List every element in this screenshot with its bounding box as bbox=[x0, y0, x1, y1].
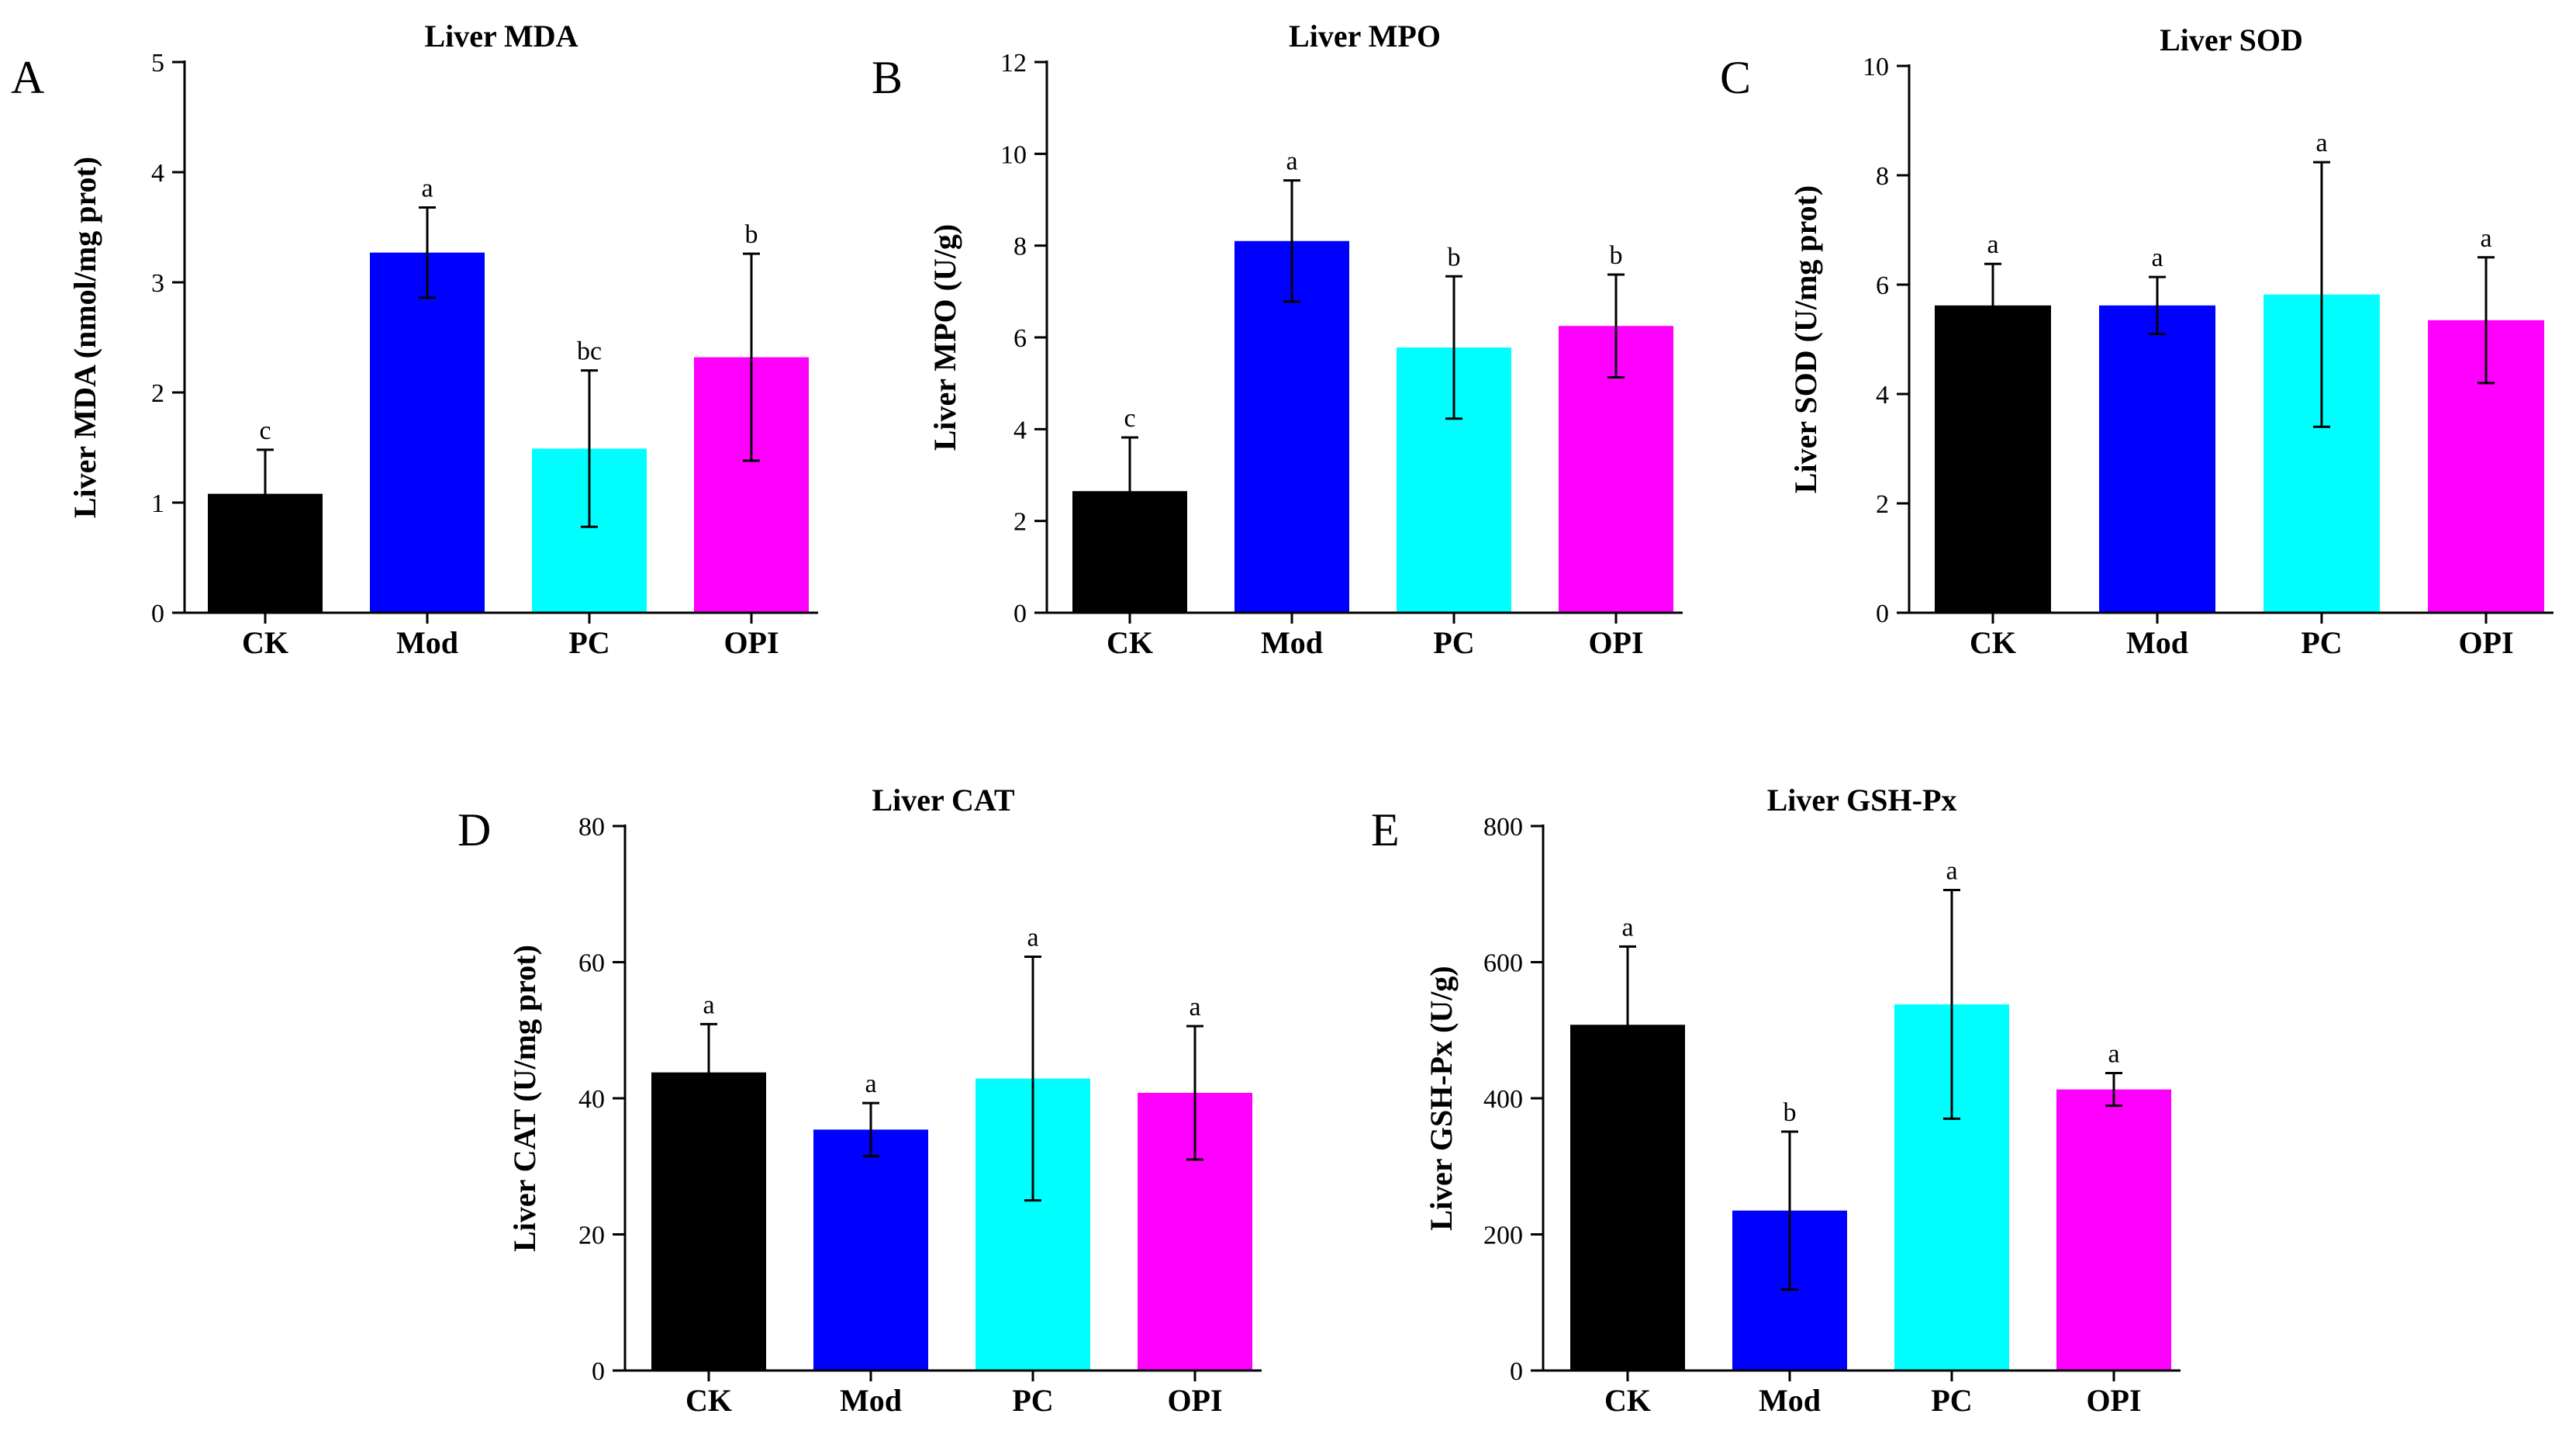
x-tick-label-opi: OPI bbox=[1167, 1383, 1222, 1418]
panel-letter: E bbox=[1371, 804, 1400, 856]
y-axis-label: Liver GSH-Px (U/g) bbox=[1424, 966, 1459, 1230]
significance-label: c bbox=[1124, 404, 1135, 433]
y-tick-label: 6 bbox=[1013, 324, 1027, 353]
y-tick-label: 5 bbox=[151, 49, 164, 78]
y-tick-label: 0 bbox=[592, 1357, 605, 1386]
chart-title: Liver SOD bbox=[2160, 22, 2303, 57]
chart-title: Liver CAT bbox=[872, 783, 1014, 818]
panel-d: a a a a 0 20 40 60 80 CK Mod PC OPI Liver CAT Liver CA… bbox=[458, 783, 1262, 1418]
panel-letter: C bbox=[1720, 52, 1751, 103]
x-tick-label-mod: Mod bbox=[396, 625, 458, 660]
y-tick-label: 600 bbox=[1483, 949, 1523, 978]
significance-label: b bbox=[1448, 243, 1461, 271]
significance-label: a bbox=[1027, 923, 1038, 952]
y-axis-label: Liver CAT (U/mg prot) bbox=[507, 945, 542, 1252]
bar-mod bbox=[1234, 240, 1349, 613]
y-tick-label: 80 bbox=[578, 813, 605, 842]
y-tick-label: 6 bbox=[1876, 271, 1889, 300]
significance-label: bc bbox=[577, 337, 602, 366]
y-tick-label: 20 bbox=[578, 1222, 605, 1250]
significance-label: a bbox=[1621, 913, 1633, 942]
x-tick-label-ck: CK bbox=[685, 1383, 732, 1418]
y-tick-label: 40 bbox=[578, 1085, 605, 1114]
significance-label: a bbox=[2108, 1040, 2119, 1069]
y-tick-label: 2 bbox=[1876, 490, 1889, 519]
x-tick-label-pc: PC bbox=[1433, 625, 1474, 660]
significance-label: a bbox=[2315, 129, 2327, 157]
chart-title: Liver GSH-Px bbox=[1767, 783, 1957, 818]
y-tick-label: 10 bbox=[1000, 140, 1027, 169]
bar-ck bbox=[651, 1072, 766, 1371]
significance-label: a bbox=[421, 174, 433, 202]
x-tick-label-pc: PC bbox=[2301, 625, 2342, 660]
x-tick-label-mod: Mod bbox=[1261, 625, 1323, 660]
significance-label: b bbox=[1610, 241, 1623, 270]
significance-label: a bbox=[2480, 224, 2491, 253]
y-tick-label: 4 bbox=[1876, 381, 1889, 410]
panel-letter: D bbox=[458, 804, 491, 856]
y-tick-label: 0 bbox=[1013, 600, 1027, 628]
x-tick-label-mod: Mod bbox=[2126, 625, 2188, 660]
x-tick-label-opi: OPI bbox=[2086, 1383, 2141, 1418]
x-tick-label-ck: CK bbox=[1970, 625, 2016, 660]
significance-label: a bbox=[1946, 856, 1957, 885]
y-tick-label: 0 bbox=[1876, 600, 1889, 628]
y-tick-label: 2 bbox=[151, 379, 164, 408]
y-tick-label: 2 bbox=[1013, 508, 1027, 537]
panel-letter: B bbox=[872, 52, 903, 103]
y-axis-label: Liver MPO (U/g) bbox=[927, 224, 962, 451]
x-tick-label-ck: CK bbox=[242, 625, 288, 660]
y-tick-label: 400 bbox=[1483, 1085, 1523, 1114]
x-tick-label-mod: Mod bbox=[1759, 1383, 1821, 1418]
x-tick-label-opi: OPI bbox=[2458, 625, 2513, 660]
bar-ck bbox=[1935, 305, 2051, 613]
bar-mod bbox=[2099, 305, 2215, 613]
y-tick-label: 4 bbox=[151, 159, 164, 188]
significance-label: a bbox=[703, 990, 714, 1019]
y-tick-label: 800 bbox=[1483, 813, 1523, 842]
x-tick-label-ck: CK bbox=[1604, 1383, 1651, 1418]
significance-label: a bbox=[1286, 147, 1297, 176]
significance-label: a bbox=[1189, 993, 1200, 1021]
y-tick-label: 3 bbox=[151, 269, 164, 298]
x-tick-label-pc: PC bbox=[1931, 1383, 1972, 1418]
y-axis-label: Liver SOD (U/mg prot) bbox=[1788, 185, 1823, 493]
x-tick-label-opi: OPI bbox=[1588, 625, 1643, 660]
y-tick-label: 8 bbox=[1876, 162, 1889, 191]
panel-c: a a a a 0 2 4 6 8 10 CK Mod PC OPI Liver SOD Liver SOD … bbox=[1720, 22, 2554, 660]
bar-mod bbox=[813, 1129, 928, 1371]
y-tick-label: 4 bbox=[1013, 416, 1027, 444]
x-tick-label-ck: CK bbox=[1107, 625, 1153, 660]
y-tick-label: 60 bbox=[578, 949, 605, 978]
y-tick-label: 0 bbox=[151, 600, 164, 628]
x-tick-label-opi: OPI bbox=[723, 625, 779, 660]
bar-opi bbox=[2056, 1089, 2171, 1371]
significance-label: a bbox=[865, 1070, 876, 1098]
significance-label: b bbox=[1784, 1098, 1797, 1127]
x-tick-label-mod: Mod bbox=[840, 1383, 902, 1418]
significance-label: b bbox=[745, 220, 758, 249]
chart-title: Liver MDA bbox=[424, 19, 578, 54]
y-axis-label: Liver MDA (nmol/mg prot) bbox=[67, 157, 102, 518]
y-tick-label: 200 bbox=[1483, 1222, 1523, 1250]
significance-label: c bbox=[259, 417, 271, 445]
y-tick-label: 8 bbox=[1013, 233, 1027, 261]
significance-label: a bbox=[2151, 244, 2163, 272]
y-tick-label: 10 bbox=[1863, 53, 1889, 81]
panel-a: c a bc b 0 1 2 3 4 5 CK Mod PC OPI Liver MDA Liver MDA … bbox=[11, 19, 818, 660]
panel-b: c a b b 0 2 4 6 8 10 12 CK Mod PC OPI Liver MPO Liver MP… bbox=[872, 19, 1683, 660]
bar-mod bbox=[370, 252, 485, 613]
y-tick-label: 1 bbox=[151, 489, 164, 518]
chart-title: Liver MPO bbox=[1289, 19, 1441, 54]
panel-e: a b a a 0 200 400 600 800 CK Mod PC OPI Liver GSH-Px L… bbox=[1371, 783, 2181, 1418]
x-tick-label-pc: PC bbox=[568, 625, 609, 660]
y-tick-label: 12 bbox=[1000, 49, 1027, 78]
x-tick-label-pc: PC bbox=[1012, 1383, 1053, 1418]
y-tick-label: 0 bbox=[1510, 1357, 1523, 1386]
significance-label: a bbox=[1987, 230, 1998, 259]
panel-letter: A bbox=[11, 52, 44, 103]
